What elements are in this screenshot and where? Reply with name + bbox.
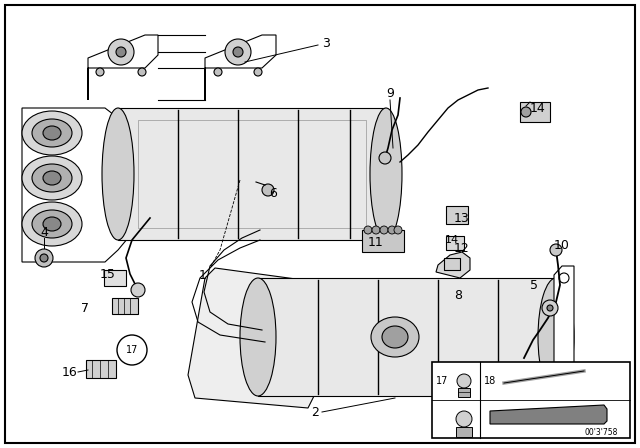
Text: 8: 8 <box>454 289 462 302</box>
Ellipse shape <box>22 156 82 200</box>
Circle shape <box>108 39 134 65</box>
Text: 18: 18 <box>484 376 496 386</box>
Polygon shape <box>205 35 276 100</box>
Circle shape <box>262 184 274 196</box>
Ellipse shape <box>22 111 82 155</box>
Bar <box>446 236 464 250</box>
Circle shape <box>214 68 222 76</box>
Bar <box>458 388 470 397</box>
Ellipse shape <box>32 119 72 147</box>
Bar <box>138 120 366 228</box>
Ellipse shape <box>43 171 61 185</box>
Text: 00'3'758: 00'3'758 <box>584 427 618 436</box>
Ellipse shape <box>22 202 82 246</box>
Text: 5: 5 <box>530 279 538 292</box>
Text: 6: 6 <box>269 186 277 199</box>
Polygon shape <box>554 266 574 396</box>
Circle shape <box>547 305 553 311</box>
Circle shape <box>40 254 48 262</box>
Text: 7: 7 <box>81 302 89 314</box>
Text: 16: 16 <box>62 366 78 379</box>
Text: 17: 17 <box>126 345 138 355</box>
Polygon shape <box>22 108 128 262</box>
Circle shape <box>521 107 531 117</box>
Circle shape <box>96 68 104 76</box>
Bar <box>86 360 116 378</box>
Ellipse shape <box>32 210 72 238</box>
Bar <box>258 278 556 396</box>
Circle shape <box>131 283 145 297</box>
Ellipse shape <box>102 108 134 240</box>
Ellipse shape <box>32 164 72 192</box>
Circle shape <box>372 226 380 234</box>
Text: 1: 1 <box>199 268 207 281</box>
Text: 15: 15 <box>100 267 116 280</box>
Text: 14: 14 <box>530 102 546 115</box>
Polygon shape <box>88 35 158 100</box>
Text: 3: 3 <box>322 36 330 49</box>
Bar <box>444 258 460 270</box>
Ellipse shape <box>382 326 408 348</box>
Circle shape <box>117 335 147 365</box>
Circle shape <box>379 152 391 164</box>
Text: 14: 14 <box>445 235 459 245</box>
Bar <box>446 206 468 224</box>
Circle shape <box>116 47 126 57</box>
Text: 2: 2 <box>311 405 319 418</box>
Bar <box>456 427 472 437</box>
Ellipse shape <box>538 278 574 396</box>
Circle shape <box>388 226 396 234</box>
Circle shape <box>233 47 243 57</box>
Text: 13: 13 <box>454 211 470 224</box>
Circle shape <box>456 411 472 427</box>
Circle shape <box>380 226 388 234</box>
Ellipse shape <box>371 317 419 357</box>
Circle shape <box>457 374 471 388</box>
Circle shape <box>394 226 402 234</box>
Circle shape <box>225 39 251 65</box>
Polygon shape <box>436 252 470 278</box>
Text: 4: 4 <box>40 225 48 238</box>
Text: 12: 12 <box>454 241 470 254</box>
Polygon shape <box>188 268 352 408</box>
Ellipse shape <box>43 217 61 231</box>
Text: 10: 10 <box>554 238 570 251</box>
Bar <box>432 362 630 438</box>
Bar <box>118 108 386 240</box>
Ellipse shape <box>370 108 402 240</box>
Circle shape <box>364 226 372 234</box>
Polygon shape <box>490 405 607 424</box>
Circle shape <box>35 249 53 267</box>
Ellipse shape <box>240 278 276 396</box>
Bar <box>112 298 138 314</box>
Bar <box>104 270 126 286</box>
Bar <box>520 102 550 122</box>
Circle shape <box>550 244 562 256</box>
Text: 9: 9 <box>386 86 394 99</box>
Text: 17: 17 <box>436 376 448 386</box>
Circle shape <box>138 68 146 76</box>
Circle shape <box>254 68 262 76</box>
Ellipse shape <box>43 126 61 140</box>
Circle shape <box>542 300 558 316</box>
Text: 11: 11 <box>368 236 384 249</box>
Bar <box>362 230 404 252</box>
